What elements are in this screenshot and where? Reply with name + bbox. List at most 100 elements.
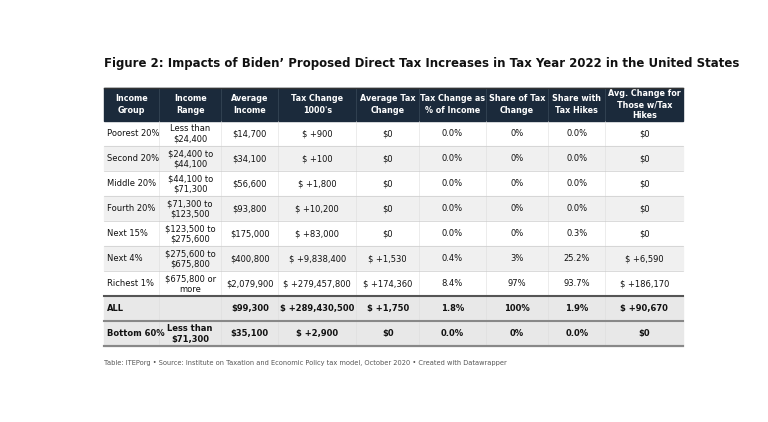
Text: Average
Income: Average Income [231, 95, 269, 115]
Text: $34,100: $34,100 [233, 154, 267, 163]
Text: $ +1,800: $ +1,800 [298, 179, 336, 189]
Text: Richest 1%: Richest 1% [107, 279, 154, 288]
Text: $0: $0 [639, 230, 650, 238]
Text: 93.7%: 93.7% [564, 279, 590, 288]
Bar [104, 246, 684, 271]
Text: $ +83,000: $ +83,000 [296, 230, 339, 238]
Text: $93,800: $93,800 [233, 204, 267, 214]
Text: 8.4%: 8.4% [442, 279, 463, 288]
Text: $24,400 to
$44,100: $24,400 to $44,100 [167, 149, 213, 169]
Text: $ +6,590: $ +6,590 [625, 254, 664, 263]
Text: Next 4%: Next 4% [107, 254, 143, 263]
Text: $0: $0 [639, 154, 650, 163]
Text: $ +279,457,800: $ +279,457,800 [283, 279, 351, 288]
Bar [104, 271, 684, 296]
Text: $2,079,900: $2,079,900 [226, 279, 273, 288]
Text: 0.0%: 0.0% [442, 204, 463, 214]
Text: 0.3%: 0.3% [566, 230, 588, 238]
Text: 1.9%: 1.9% [565, 304, 588, 314]
Text: $0: $0 [639, 179, 650, 189]
Text: $56,600: $56,600 [233, 179, 267, 189]
Text: $ +1,530: $ +1,530 [369, 254, 407, 263]
Text: 25.2%: 25.2% [564, 254, 590, 263]
Text: Fourth 20%: Fourth 20% [107, 204, 155, 214]
Text: $0: $0 [639, 204, 650, 214]
Text: 0.0%: 0.0% [565, 329, 588, 338]
Text: 0.0%: 0.0% [566, 179, 588, 189]
Text: 0.0%: 0.0% [442, 130, 463, 138]
Text: $ +10,200: $ +10,200 [296, 204, 339, 214]
Text: Share of Tax
Change: Share of Tax Change [489, 95, 545, 115]
Text: $ +900: $ +900 [302, 130, 333, 138]
Text: Tax Change
1000's: Tax Change 1000's [291, 95, 343, 115]
Bar [104, 122, 684, 146]
Text: 0%: 0% [511, 230, 524, 238]
Bar [104, 146, 684, 171]
Text: $ +186,170: $ +186,170 [620, 279, 669, 288]
Bar [104, 321, 684, 346]
Text: 3%: 3% [511, 254, 524, 263]
Text: $ +289,430,500: $ +289,430,500 [280, 304, 355, 314]
Bar [104, 222, 684, 246]
Text: Average Tax
Change: Average Tax Change [360, 95, 415, 115]
Text: $0: $0 [638, 329, 650, 338]
Text: $44,100 to
$71,300: $44,100 to $71,300 [167, 174, 213, 194]
Text: $ +9,838,400: $ +9,838,400 [289, 254, 346, 263]
Text: 0.0%: 0.0% [566, 130, 588, 138]
Text: $400,800: $400,800 [230, 254, 270, 263]
Bar [104, 88, 684, 122]
Text: Income
Range: Income Range [174, 95, 207, 115]
Text: Next 15%: Next 15% [107, 230, 147, 238]
Text: 0.0%: 0.0% [566, 154, 588, 163]
Text: $275,600 to
$675,800: $275,600 to $675,800 [165, 249, 216, 268]
Text: $175,000: $175,000 [230, 230, 270, 238]
Text: Second 20%: Second 20% [107, 154, 159, 163]
Text: 0.4%: 0.4% [442, 254, 463, 263]
Text: $123,500 to
$275,600: $123,500 to $275,600 [165, 224, 216, 243]
Text: 0%: 0% [511, 154, 524, 163]
Text: Bottom 60%: Bottom 60% [107, 329, 164, 338]
Text: ALL: ALL [107, 304, 124, 314]
Text: $ +174,360: $ +174,360 [363, 279, 412, 288]
Text: $99,300: $99,300 [231, 304, 269, 314]
Text: Avg. Change for
Those w/Tax
Hikes: Avg. Change for Those w/Tax Hikes [608, 89, 680, 120]
Text: 97%: 97% [508, 279, 526, 288]
Text: $ +90,670: $ +90,670 [621, 304, 668, 314]
Text: Income
Group: Income Group [115, 95, 147, 115]
Text: $0: $0 [382, 230, 393, 238]
Bar [104, 171, 684, 196]
Text: $0: $0 [382, 154, 393, 163]
Bar [104, 196, 684, 222]
Text: 0.0%: 0.0% [442, 230, 463, 238]
Text: 0%: 0% [511, 204, 524, 214]
Text: $0: $0 [382, 204, 393, 214]
Text: Figure 2: Impacts of Biden’ Proposed Direct Tax Increases in Tax Year 2022 in th: Figure 2: Impacts of Biden’ Proposed Dir… [104, 57, 739, 70]
Text: 0.0%: 0.0% [442, 154, 463, 163]
Text: 1.8%: 1.8% [441, 304, 464, 314]
Text: 0%: 0% [511, 130, 524, 138]
Text: $0: $0 [382, 130, 393, 138]
Text: Less than
$71,300: Less than $71,300 [167, 324, 213, 344]
Text: Share with
Tax Hikes: Share with Tax Hikes [552, 95, 601, 115]
Text: Less than
$24,400: Less than $24,400 [170, 124, 210, 143]
Text: $ +100: $ +100 [302, 154, 333, 163]
Text: 100%: 100% [505, 304, 530, 314]
Text: $ +1,750: $ +1,750 [366, 304, 409, 314]
Text: 0.0%: 0.0% [442, 179, 463, 189]
Text: $0: $0 [382, 329, 394, 338]
Text: $35,100: $35,100 [230, 329, 269, 338]
Text: Tax Change as
% of Income: Tax Change as % of Income [420, 95, 485, 115]
Text: $0: $0 [639, 130, 650, 138]
Text: $71,300 to
$123,500: $71,300 to $123,500 [167, 199, 213, 219]
Text: 0%: 0% [510, 329, 524, 338]
Bar [104, 296, 684, 321]
Text: $675,800 or
more: $675,800 or more [164, 274, 216, 294]
Text: $14,700: $14,700 [233, 130, 267, 138]
Text: Table: ITEPorg • Source: Institute on Taxation and Economic Policy tax model, Oc: Table: ITEPorg • Source: Institute on Ta… [104, 360, 507, 366]
Text: Middle 20%: Middle 20% [107, 179, 156, 189]
Text: Poorest 20%: Poorest 20% [107, 130, 159, 138]
Text: 0.0%: 0.0% [441, 329, 464, 338]
Text: $0: $0 [382, 179, 393, 189]
Text: $ +2,900: $ +2,900 [296, 329, 339, 338]
Text: 0.0%: 0.0% [566, 204, 588, 214]
